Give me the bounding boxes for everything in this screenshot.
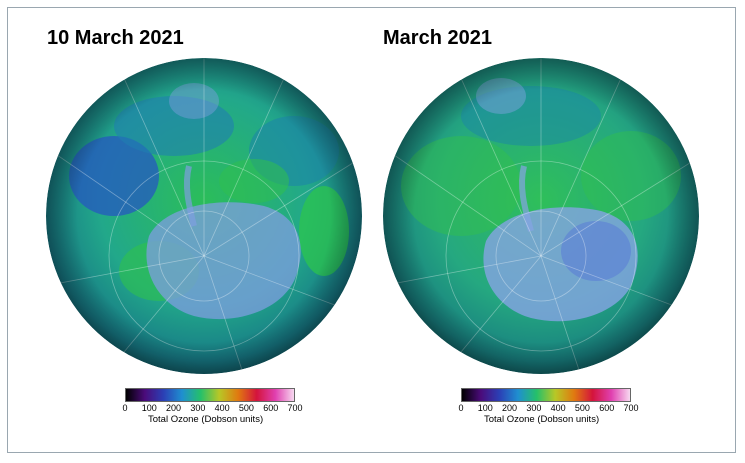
colorbar-tick: 700 xyxy=(287,403,303,413)
ozone-map-10-march xyxy=(46,58,362,374)
colorbar-tick: 400 xyxy=(214,403,230,413)
colorbar-ticks-left: 0 100 200 300 400 500 600 700 xyxy=(122,403,302,415)
colorbar-tick: 200 xyxy=(502,403,518,413)
colorbar-tick: 100 xyxy=(141,403,157,413)
colorbar-tick: 600 xyxy=(263,403,279,413)
colorbar-tick: 700 xyxy=(623,403,639,413)
colorbar-tick: 100 xyxy=(477,403,493,413)
colorbar-tick: 0 xyxy=(458,403,464,413)
colorbar-label-right: Total Ozone (Dobson units) xyxy=(484,414,600,425)
colorbar-tick: 500 xyxy=(574,403,590,413)
colorbar-tick: 300 xyxy=(190,403,206,413)
colorbar-label-left: Total Ozone (Dobson units) xyxy=(148,414,264,425)
panel-title-right: March 2021 xyxy=(383,27,492,49)
colorbar-tick: 200 xyxy=(166,403,182,413)
colorbar-tick: 600 xyxy=(599,403,615,413)
colorbar-ticks-right: 0 100 200 300 400 500 600 700 xyxy=(458,403,638,415)
colorbar-tick: 400 xyxy=(550,403,566,413)
colorbar-tick: 500 xyxy=(238,403,254,413)
ozone-map-march-mean xyxy=(383,58,699,374)
colorbar-tick: 0 xyxy=(122,403,128,413)
panel-title-left: 10 March 2021 xyxy=(47,27,184,49)
colorbar-right xyxy=(461,388,631,402)
colorbar-left xyxy=(125,388,295,402)
colorbar-tick: 300 xyxy=(526,403,542,413)
